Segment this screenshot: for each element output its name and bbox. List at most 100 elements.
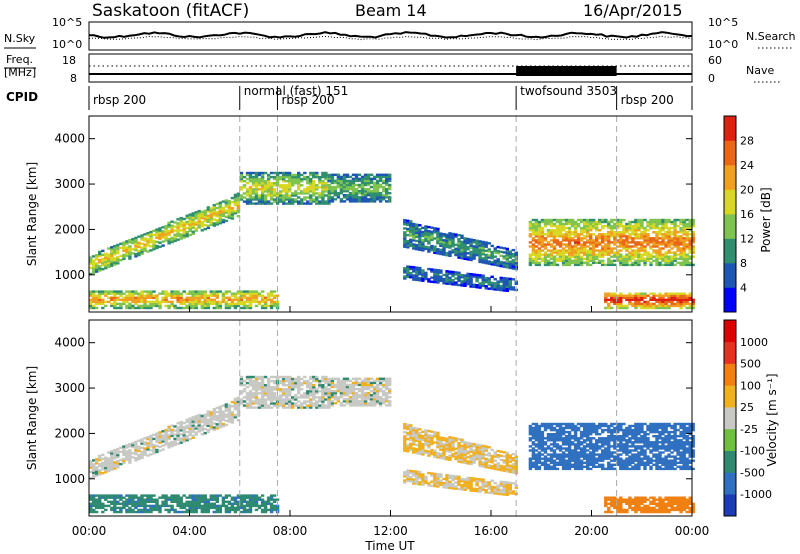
velocity-cell bbox=[272, 388, 277, 391]
power-cell bbox=[573, 245, 578, 248]
power-cell bbox=[251, 294, 256, 297]
power-cell bbox=[92, 290, 96, 293]
power-cell bbox=[652, 220, 656, 224]
velocity-cell bbox=[493, 451, 497, 454]
power-cell bbox=[128, 257, 132, 260]
velocity-cell bbox=[143, 506, 147, 510]
power-cell bbox=[152, 245, 156, 249]
power-cell bbox=[667, 292, 671, 295]
power-cell bbox=[424, 271, 428, 275]
velocity-cell bbox=[448, 444, 452, 447]
velocity-cell bbox=[185, 504, 189, 508]
velocity-cell bbox=[146, 444, 150, 447]
power-cell bbox=[631, 237, 635, 240]
velocity-cell bbox=[155, 438, 159, 441]
power-cell bbox=[634, 261, 638, 264]
velocity-cell bbox=[257, 506, 262, 510]
power-cell bbox=[661, 220, 665, 224]
power-cell bbox=[670, 233, 674, 236]
power-cell bbox=[561, 247, 566, 250]
power-cell bbox=[113, 249, 117, 252]
power-cell bbox=[254, 298, 259, 301]
velocity-cell bbox=[239, 379, 244, 383]
power-cell bbox=[269, 302, 274, 306]
power-cell bbox=[631, 261, 635, 264]
velocity-cell bbox=[248, 394, 253, 397]
power-cell bbox=[212, 208, 216, 211]
power-cell bbox=[309, 188, 313, 191]
power-cell bbox=[224, 211, 229, 214]
power-cell bbox=[589, 233, 593, 236]
power-cell bbox=[649, 302, 653, 306]
power-cell bbox=[555, 239, 560, 242]
power-cell bbox=[233, 298, 238, 301]
velocity-cell bbox=[282, 379, 286, 383]
power-cell bbox=[209, 207, 213, 210]
velocity-cell bbox=[309, 384, 313, 387]
power-cell bbox=[631, 263, 635, 267]
power-cell bbox=[158, 245, 162, 248]
power-cell bbox=[543, 237, 548, 240]
velocity-cell bbox=[269, 406, 274, 409]
velocity-cell bbox=[236, 402, 241, 405]
velocity-cell bbox=[254, 388, 259, 391]
velocity-cell bbox=[369, 377, 374, 380]
power-cell bbox=[490, 285, 494, 289]
velocity-cell bbox=[502, 469, 506, 472]
power-cell bbox=[351, 173, 356, 176]
power-cell bbox=[528, 255, 533, 258]
power-cell bbox=[570, 231, 575, 234]
velocity-cell bbox=[257, 381, 262, 385]
velocity-cell bbox=[149, 436, 153, 440]
velocity-cell bbox=[351, 391, 356, 395]
velocity-cell bbox=[454, 455, 458, 459]
power-cell bbox=[366, 179, 371, 183]
velocity-cell bbox=[312, 377, 316, 381]
power-cell bbox=[134, 253, 138, 256]
velocity-cell bbox=[146, 436, 150, 439]
power-cell bbox=[469, 283, 473, 286]
velocity-cell bbox=[137, 445, 141, 448]
power-cell bbox=[203, 217, 207, 221]
velocity-cell bbox=[466, 441, 470, 445]
power-cell bbox=[478, 286, 482, 289]
velocity-cell bbox=[107, 459, 111, 462]
power-cell bbox=[466, 246, 470, 249]
power-cell bbox=[631, 253, 635, 256]
velocity-cell bbox=[218, 405, 222, 408]
velocity-cell bbox=[149, 453, 153, 456]
velocity-cell bbox=[227, 404, 232, 407]
velocity-cell bbox=[137, 455, 141, 459]
velocity-cell bbox=[272, 394, 277, 397]
velocity-cell bbox=[107, 504, 111, 508]
power-cell bbox=[508, 250, 512, 253]
power-cell bbox=[333, 192, 338, 195]
power-cell bbox=[540, 243, 545, 246]
power-cell bbox=[421, 247, 425, 250]
power-cell bbox=[415, 268, 419, 271]
power-cell bbox=[242, 306, 247, 310]
power-cell bbox=[640, 247, 644, 250]
power-cell bbox=[360, 192, 365, 195]
power-cell bbox=[372, 198, 377, 201]
power-cell bbox=[406, 271, 410, 274]
power-cell bbox=[534, 224, 539, 228]
power-cell bbox=[688, 257, 692, 260]
power-cell bbox=[239, 292, 244, 295]
power-cell bbox=[676, 218, 680, 222]
velocity-cell bbox=[149, 500, 153, 503]
power-cell bbox=[487, 281, 491, 284]
power-cell bbox=[236, 194, 241, 197]
velocity-cell bbox=[372, 389, 377, 393]
velocity-cell bbox=[176, 510, 180, 514]
velocity-cell bbox=[188, 504, 192, 508]
power-cell bbox=[224, 201, 229, 204]
power-cell bbox=[427, 230, 431, 233]
velocity-cell bbox=[312, 379, 316, 383]
power-cell bbox=[676, 237, 680, 240]
velocity-cell bbox=[385, 398, 389, 401]
power-cell bbox=[188, 292, 192, 295]
power-cell bbox=[546, 241, 551, 244]
power-cell bbox=[155, 296, 159, 299]
power-cell bbox=[385, 196, 389, 199]
